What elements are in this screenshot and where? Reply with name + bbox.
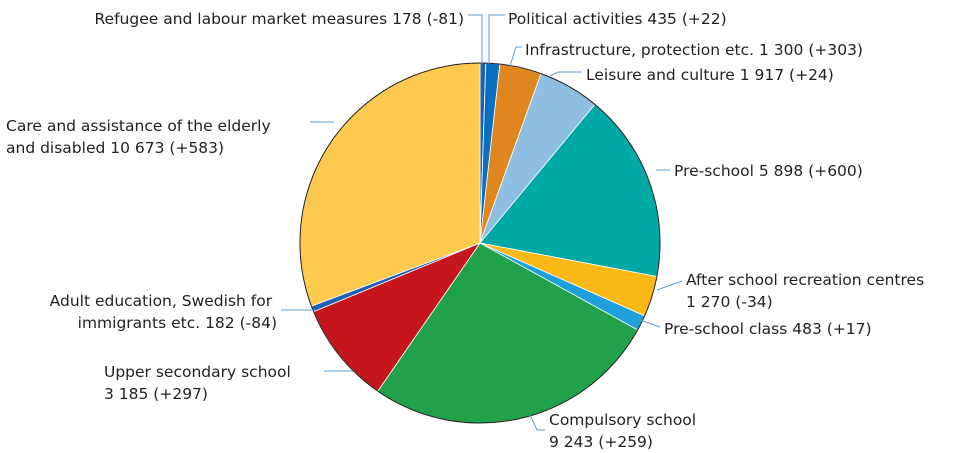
label-preschool-class: Pre-school class 483 (+17) bbox=[664, 320, 872, 338]
leader-leisure bbox=[549, 71, 582, 77]
pie-outline bbox=[299, 62, 661, 424]
leader-political bbox=[488, 14, 505, 64]
label-afterschool: After school recreation centres 1 270 (-… bbox=[686, 271, 929, 311]
label-compulsory-line1: Compulsory school bbox=[549, 411, 696, 429]
leader-preschool-class bbox=[639, 319, 661, 328]
label-upper-secondary: Upper secondary school 3 185 (+297) bbox=[104, 363, 296, 403]
label-care: Care and assistance of the elderly and d… bbox=[6, 117, 276, 157]
leader-lines bbox=[281, 14, 683, 431]
label-adult-education-line2: immigrants etc. 182 (-84) bbox=[78, 314, 277, 332]
label-political: Political activities 435 (+22) bbox=[508, 10, 727, 28]
leader-afterschool bbox=[656, 280, 683, 291]
leader-infrastructure bbox=[509, 46, 522, 67]
label-care-line2: and disabled 10 673 (+583) bbox=[6, 139, 224, 157]
label-compulsory: Compulsory school 9 243 (+259) bbox=[549, 411, 701, 451]
label-infrastructure: Infrastructure, protection etc. 1 300 (+… bbox=[525, 41, 863, 59]
slice-labels: Refugee and labour market measures 178 (… bbox=[6, 10, 929, 451]
label-preschool: Pre-school 5 898 (+600) bbox=[674, 162, 863, 180]
label-care-line1: Care and assistance of the elderly bbox=[6, 117, 271, 135]
label-adult-education-line1: Adult education, Swedish for bbox=[50, 292, 273, 310]
label-refugee: Refugee and labour market measures 178 (… bbox=[94, 10, 464, 28]
label-compulsory-line2: 9 243 (+259) bbox=[549, 433, 653, 451]
leader-compulsory bbox=[529, 414, 545, 431]
label-leisure: Leisure and culture 1 917 (+24) bbox=[586, 66, 834, 84]
label-adult-education: Adult education, Swedish for immigrants … bbox=[50, 292, 277, 332]
pie-slices bbox=[299, 62, 661, 424]
label-afterschool-line1: After school recreation centres bbox=[686, 271, 924, 289]
label-afterschool-line2: 1 270 (-34) bbox=[686, 293, 773, 311]
label-upper-secondary-line1: Upper secondary school bbox=[104, 363, 291, 381]
label-upper-secondary-line2: 3 185 (+297) bbox=[104, 385, 208, 403]
leader-refugee bbox=[468, 14, 483, 64]
